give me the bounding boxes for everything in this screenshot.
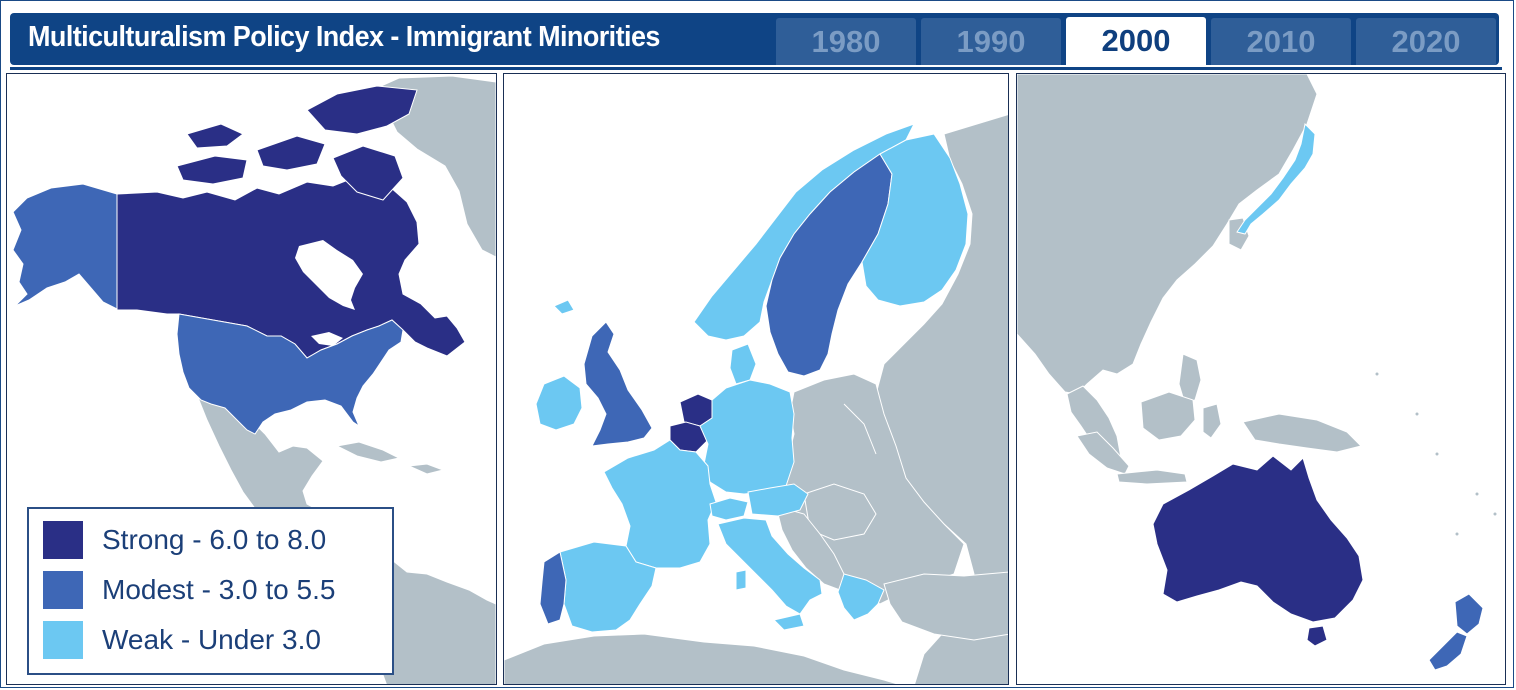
sweden-shape [765,153,893,377]
sulawesi-shape [1202,403,1222,439]
map-legend: Strong - 6.0 to 8.0 Modest - 3.0 to 5.5 … [27,507,394,675]
header-bar: Multiculturalism Policy Index - Immigran… [10,13,1499,65]
australia-shape [1152,455,1364,623]
austria-shape [747,483,809,517]
header-underline [10,67,1502,70]
sicily-shape [773,613,805,631]
hispaniola-shape [407,463,445,475]
tasmania-shape [1306,625,1328,647]
finland-shape [861,133,969,307]
portugal-shape [539,551,567,625]
panel-north-america: Strong - 6.0 to 8.0 Modest - 3.0 to 5.5 … [6,73,497,685]
legend-item-strong: Strong - 6.0 to 8.0 [43,521,326,559]
legend-swatch-weak [43,621,83,659]
legend-item-weak: Weak - Under 3.0 [43,621,321,659]
legend-swatch-modest [43,571,83,609]
tab-1980[interactable]: 1980 [776,18,916,65]
asia-pacific-map [1017,74,1497,671]
legend-label-weak: Weak - Under 3.0 [102,624,321,655]
victoria-island-shape [176,155,248,185]
sardinia-shape [735,569,747,591]
java-shape [1116,469,1188,485]
switzerland-shape [709,497,749,521]
panel-asia-pacific [1016,73,1506,685]
sumatra-shape [1076,431,1130,475]
philippines-shape [1178,353,1202,405]
turkey-shape [883,571,1008,641]
north-america-map [12,75,496,684]
borneo-shape [1140,391,1196,441]
germany-shape [699,379,795,495]
pacific-island-dot [1435,452,1439,456]
tab-1990[interactable]: 1990 [921,18,1061,65]
uk-shape [583,321,653,447]
new-zealand-south-shape [1428,631,1468,671]
alaska-shape [12,183,118,310]
arctic-island-shape [186,123,244,149]
new-guinea-shape [1242,413,1362,453]
denmark-shape [729,343,757,385]
ellesmere-island-shape [306,85,418,135]
tab-2010[interactable]: 2010 [1211,18,1351,65]
france-shape [603,439,717,569]
legend-label-strong: Strong - 6.0 to 8.0 [102,524,327,555]
page-title: Multiculturalism Policy Index - Immigran… [28,21,660,53]
italy-shape [717,517,823,615]
asia-mainland-shape [1017,74,1318,395]
tab-2020[interactable]: 2020 [1356,18,1496,65]
pacific-island-dot [1493,512,1497,516]
great-lakes-water [311,332,343,346]
pacific-island-dot [1375,372,1379,376]
japan-shape [1236,122,1316,235]
baffin-island-shape [332,145,404,201]
legend-label-modest: Modest - 3.0 to 5.5 [102,574,336,605]
greece-shape [837,573,885,621]
pacific-island-dot [1455,532,1459,536]
legend-item-modest: Modest - 3.0 to 5.5 [43,571,335,609]
north-africa-shape [504,633,900,684]
usa-shape [176,313,404,435]
tab-2000[interactable]: 2000 [1066,17,1206,65]
europe-map [504,114,1008,684]
canada-shape [116,177,466,359]
new-zealand-north-shape [1454,593,1484,635]
legend-swatch-strong [43,521,83,559]
pacific-island-dot [1475,492,1479,496]
ireland-shape [535,375,583,431]
panel-europe [503,73,1009,685]
hudson-bay-water [295,240,363,310]
greenland-shape [378,75,496,258]
faroe-shape [553,299,575,315]
devon-island-shape [256,135,326,171]
eastern-borders-2 [843,403,877,455]
pacific-island-dot [1415,412,1419,416]
spain-shape [559,541,657,633]
cuba-shape [335,441,401,463]
